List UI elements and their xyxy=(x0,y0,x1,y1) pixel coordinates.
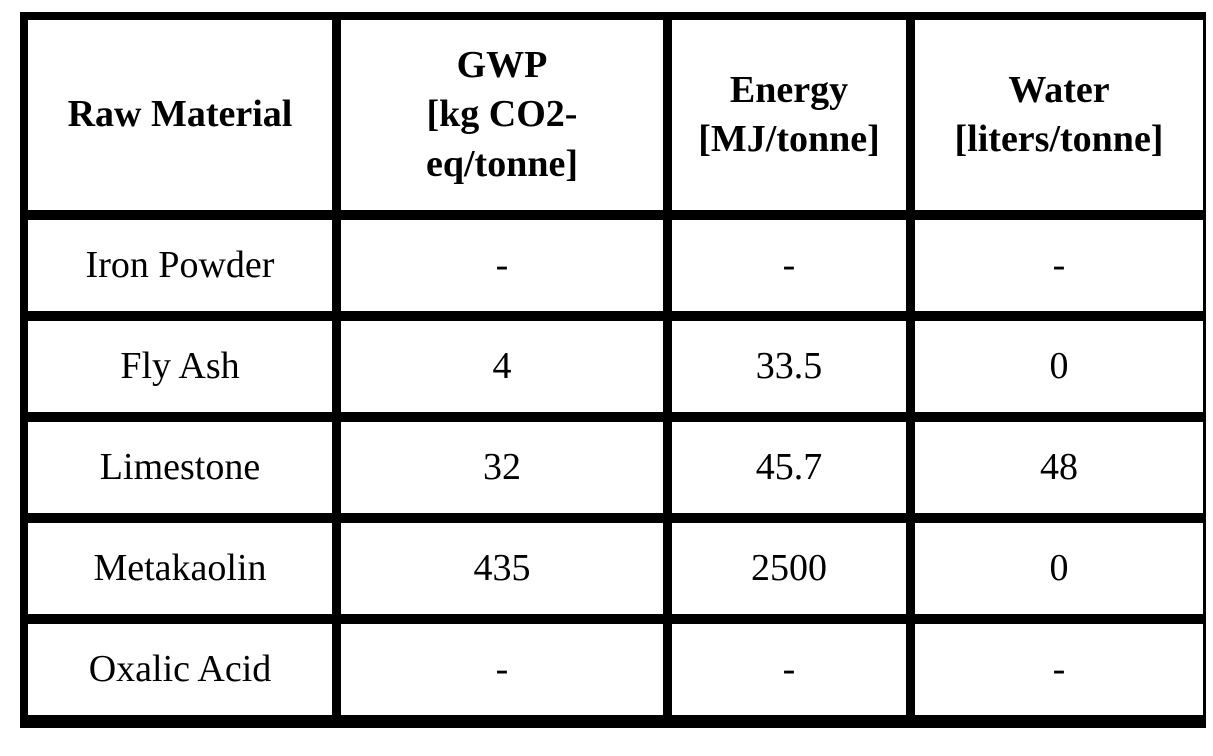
cell-material: Metakaolin xyxy=(28,523,332,614)
cell-material: Fly Ash xyxy=(28,321,332,412)
header-line: Energy xyxy=(729,68,849,111)
cell-water: 48 xyxy=(915,422,1203,513)
header-line: [liters/tonne] xyxy=(954,118,1164,160)
cell-energy: 2500 xyxy=(672,523,906,614)
cell-gwp: 435 xyxy=(341,523,663,614)
header-energy: Energy [MJ/tonne] xyxy=(672,20,906,210)
cell-gwp: 32 xyxy=(341,422,663,513)
cell-water: - xyxy=(915,624,1203,715)
cell-energy: 33.5 xyxy=(672,321,906,412)
header-water: Water [liters/tonne] xyxy=(915,20,1203,210)
header-gwp: GWP [kg CO2- eq/tonne] xyxy=(341,20,663,210)
cell-gwp: - xyxy=(341,624,663,715)
header-raw-material: Raw Material xyxy=(28,20,332,210)
table-grid: Raw Material GWP [kg CO2- eq/tonne] Ener… xyxy=(28,20,1203,720)
cell-gwp: 4 xyxy=(341,321,663,412)
header-line: Water xyxy=(1008,68,1110,111)
header-line: Raw Material xyxy=(67,93,293,136)
header-line: eq/tonne] xyxy=(426,142,578,185)
data-table: Raw Material GWP [kg CO2- eq/tonne] Ener… xyxy=(20,12,1206,728)
header-line: [kg CO2- xyxy=(426,93,578,136)
cell-gwp: - xyxy=(341,220,663,311)
cell-water: - xyxy=(915,220,1203,311)
cell-water: 0 xyxy=(915,321,1203,412)
cell-material: Oxalic Acid xyxy=(28,624,332,715)
cell-water: 0 xyxy=(915,523,1203,614)
cell-energy: - xyxy=(672,624,906,715)
cell-material: Iron Powder xyxy=(28,220,332,311)
cell-material: Limestone xyxy=(28,422,332,513)
header-line: GWP xyxy=(456,43,548,86)
cell-energy: - xyxy=(672,220,906,311)
cell-energy: 45.7 xyxy=(672,422,906,513)
header-line: [MJ/tonne] xyxy=(698,118,880,160)
